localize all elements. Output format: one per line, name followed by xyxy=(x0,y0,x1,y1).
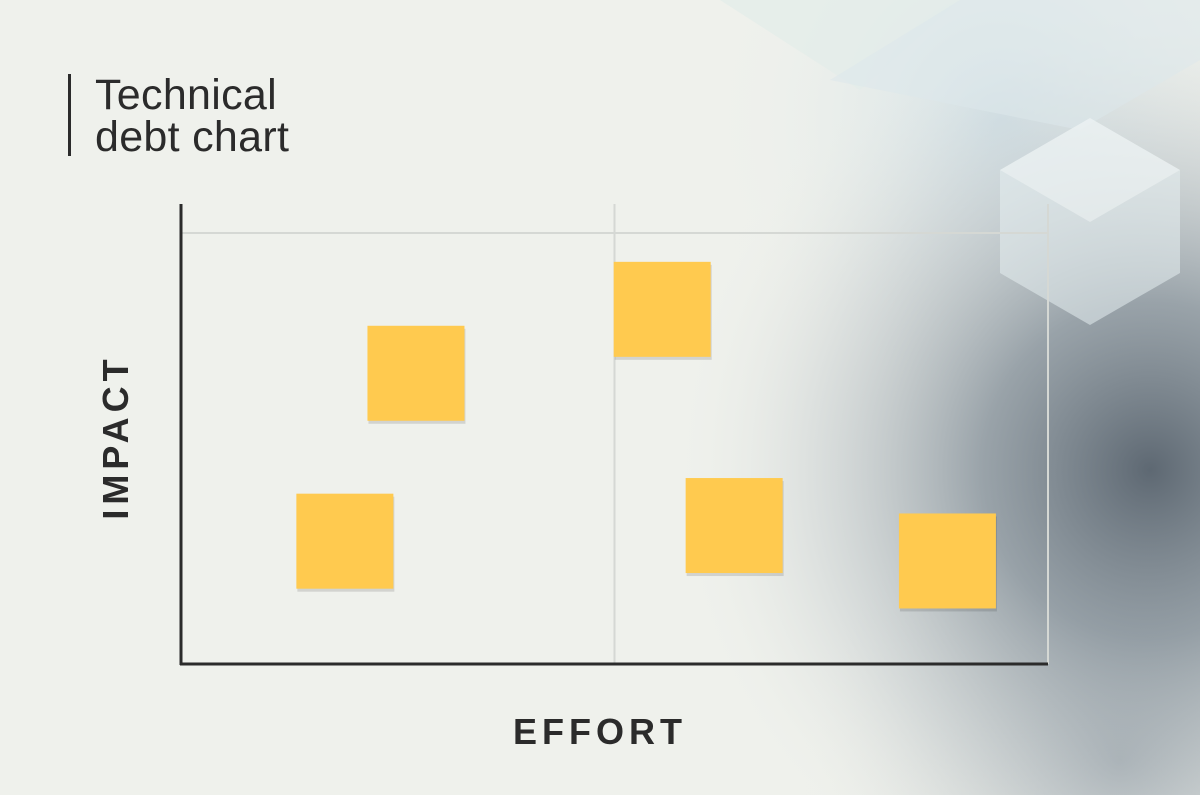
sticky-note-body xyxy=(898,513,996,609)
x-axis-label: EFFORT xyxy=(513,711,687,752)
sticky-notes xyxy=(296,261,997,612)
sticky-note-body xyxy=(613,261,711,357)
sticky-note xyxy=(685,478,784,577)
y-axis-label: IMPACT xyxy=(95,354,136,519)
sticky-note xyxy=(296,493,395,592)
axes xyxy=(179,204,1048,666)
title-line-2: debt chart xyxy=(95,113,290,161)
title-block: Technical debt chart xyxy=(68,71,290,161)
sticky-note-body xyxy=(367,325,465,421)
sticky-note xyxy=(367,325,466,424)
sticky-note-body xyxy=(685,478,783,574)
sticky-note xyxy=(613,261,712,360)
sticky-note-body xyxy=(296,493,394,589)
title-line-1: Technical xyxy=(95,71,277,119)
sticky-note xyxy=(898,513,997,612)
